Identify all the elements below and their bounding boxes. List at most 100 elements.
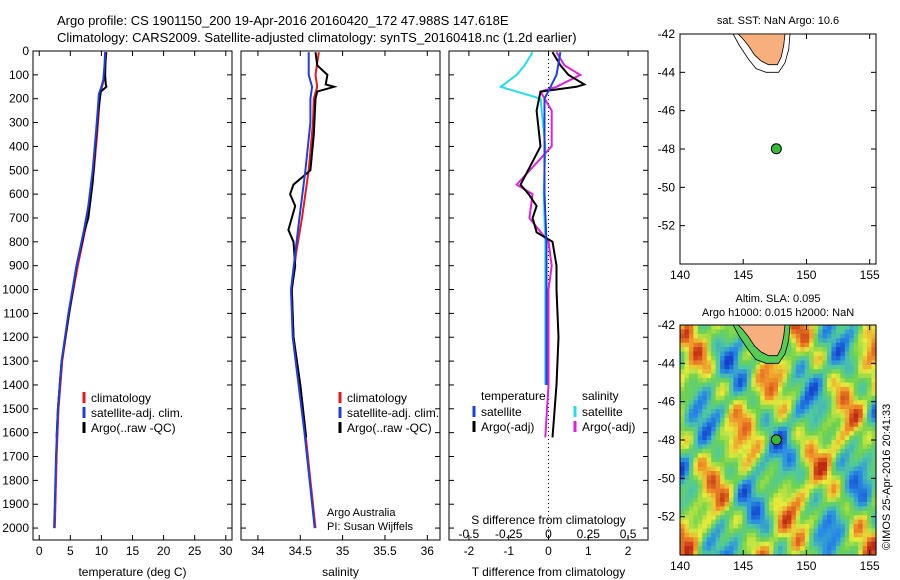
sla-cell — [871, 355, 877, 361]
sla-cell — [795, 510, 801, 516]
sla-cell — [746, 386, 752, 392]
sla-cell — [773, 444, 779, 450]
sla-cell — [813, 347, 819, 353]
sla-cell — [737, 417, 743, 423]
sla-cell — [724, 422, 730, 428]
sla-cell — [804, 409, 810, 415]
sla-cell — [818, 364, 824, 370]
sla-cell — [684, 515, 690, 521]
sla-cell — [711, 373, 717, 379]
sla-cell — [693, 373, 699, 379]
sla-cell — [724, 382, 730, 388]
sla-cell — [715, 364, 721, 370]
sla-cell — [818, 431, 824, 437]
sla-cell — [711, 506, 717, 512]
sla-cell — [706, 395, 712, 401]
sla-cell — [862, 444, 868, 450]
sla-cell — [711, 333, 717, 339]
sla-cell — [813, 338, 819, 344]
sla-cell — [706, 426, 712, 432]
sla-cell — [773, 466, 779, 472]
sla-cell — [693, 501, 699, 507]
sla-cell — [786, 400, 792, 406]
sla-cell — [733, 537, 739, 543]
sla-cell — [751, 541, 757, 547]
sla-cell — [720, 373, 726, 379]
sla-cell — [697, 347, 703, 353]
sla-cell — [786, 466, 792, 472]
sla-cell — [680, 347, 686, 353]
sla-cell — [697, 515, 703, 521]
sla-cell — [706, 546, 712, 552]
sla-cell — [688, 395, 694, 401]
sla-cell — [702, 391, 708, 397]
sla-cell — [769, 426, 775, 432]
x-tick-label: 150 — [796, 559, 816, 573]
sla-cell — [720, 466, 726, 472]
sla-cell — [760, 493, 766, 499]
sla-cell — [764, 373, 770, 379]
sla-cell — [688, 519, 694, 525]
sla-cell — [697, 493, 703, 499]
sla-cell — [840, 470, 846, 476]
sla-cell — [746, 440, 752, 446]
sla-cell — [729, 497, 735, 503]
sla-cell — [827, 524, 833, 530]
sla-cell — [697, 546, 703, 552]
sla-cell — [760, 382, 766, 388]
sla-cell — [711, 448, 717, 454]
sla-cell — [742, 426, 748, 432]
sla-cell — [840, 404, 846, 410]
sla-cell — [809, 453, 815, 459]
sla-cell — [795, 519, 801, 525]
sla-cell — [835, 382, 841, 388]
x-tick-label: 25 — [188, 544, 202, 558]
top-tick-label: -0.5 — [459, 527, 480, 541]
sla-cell — [831, 426, 837, 432]
title-line-2: Climatology: CARS2009. Satellite-adjuste… — [57, 30, 577, 45]
sla-cell — [711, 382, 717, 388]
sla-cell — [711, 528, 717, 534]
sla-cell — [693, 413, 699, 419]
sla-cell — [773, 546, 779, 552]
sla-cell — [844, 528, 850, 534]
sla-cell — [795, 444, 801, 450]
sla-cell — [853, 431, 859, 437]
sla-cell — [853, 546, 859, 552]
sla-cell — [871, 342, 877, 348]
sla-cell — [680, 550, 686, 556]
x-tick-label: 2 — [625, 544, 632, 558]
sla-cell — [720, 342, 726, 348]
sla-cell — [844, 550, 850, 556]
sla-cell — [795, 475, 801, 481]
sla-cell — [822, 528, 828, 534]
sla-cell — [804, 404, 810, 410]
sla-cell — [711, 501, 717, 507]
sla-cell — [742, 422, 748, 428]
sla-cell — [724, 364, 730, 370]
sla-cell — [733, 431, 739, 437]
sla-cell — [769, 378, 775, 384]
sla-cell — [715, 369, 721, 375]
sla-cell — [844, 488, 850, 494]
sla-cell — [764, 550, 770, 556]
sla-cell — [782, 364, 788, 370]
sla-cell — [862, 329, 868, 335]
sla-cell — [827, 351, 833, 357]
sla-cell — [697, 329, 703, 335]
sla-cell — [737, 422, 743, 428]
sla-cell — [742, 462, 748, 468]
sla-cell — [693, 537, 699, 543]
x-tick-label: 140 — [670, 268, 690, 282]
sla-cell — [831, 528, 837, 534]
sla-cell — [746, 510, 752, 516]
x-tick-label: 10 — [95, 544, 109, 558]
sla-cell — [809, 417, 815, 423]
sla-cell — [831, 422, 837, 428]
sla-cell — [711, 541, 717, 547]
sla-cell — [849, 382, 855, 388]
sla-cell — [773, 422, 779, 428]
sla-cell — [706, 347, 712, 353]
sla-cell — [813, 546, 819, 552]
